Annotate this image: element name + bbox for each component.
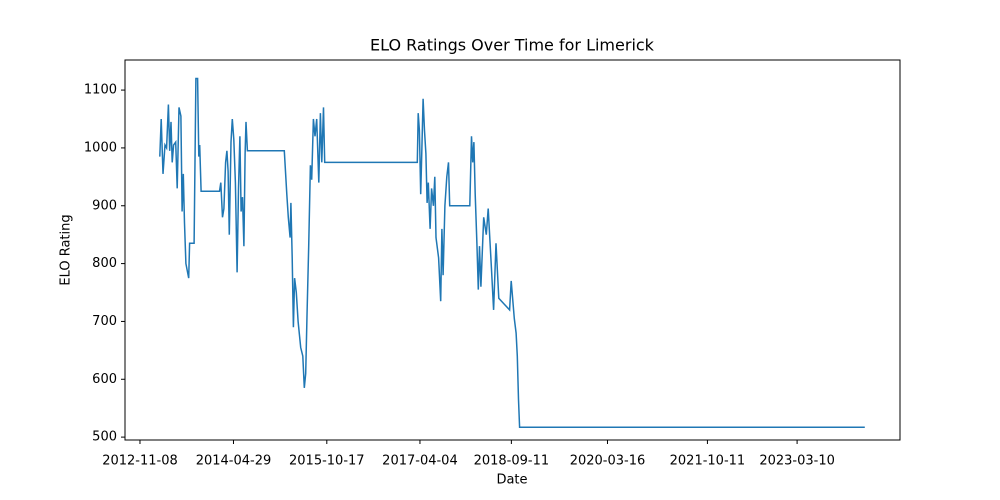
y-tick-label: 600: [92, 372, 117, 387]
x-tick-label: 2020-03-16: [570, 454, 646, 469]
x-tick-label: 2017-04-04: [382, 454, 458, 469]
y-tick-label: 700: [92, 314, 117, 329]
x-tick-label: 2012-11-08: [102, 454, 178, 469]
y-axis-label: ELO Rating: [59, 214, 74, 285]
x-tick-label: 2021-10-11: [670, 454, 746, 469]
plot-frame: [124, 59, 901, 441]
x-axis-label: Date: [496, 473, 527, 488]
x-tick-label: 2018-09-11: [474, 454, 550, 469]
x-tick-label: 2023-03-10: [759, 454, 835, 469]
x-tick-label: 2015-10-17: [289, 454, 365, 469]
chart-title: ELO Ratings Over Time for Limerick: [370, 36, 655, 55]
y-tick-label: 1100: [84, 83, 117, 98]
y-tick-label: 900: [92, 198, 117, 213]
data-line: [159, 77, 865, 429]
y-tick-label: 500: [92, 430, 117, 445]
x-tick-label: 2014-04-29: [196, 454, 272, 469]
y-tick-label: 800: [92, 256, 117, 271]
y-tick-label: 1000: [84, 140, 117, 155]
